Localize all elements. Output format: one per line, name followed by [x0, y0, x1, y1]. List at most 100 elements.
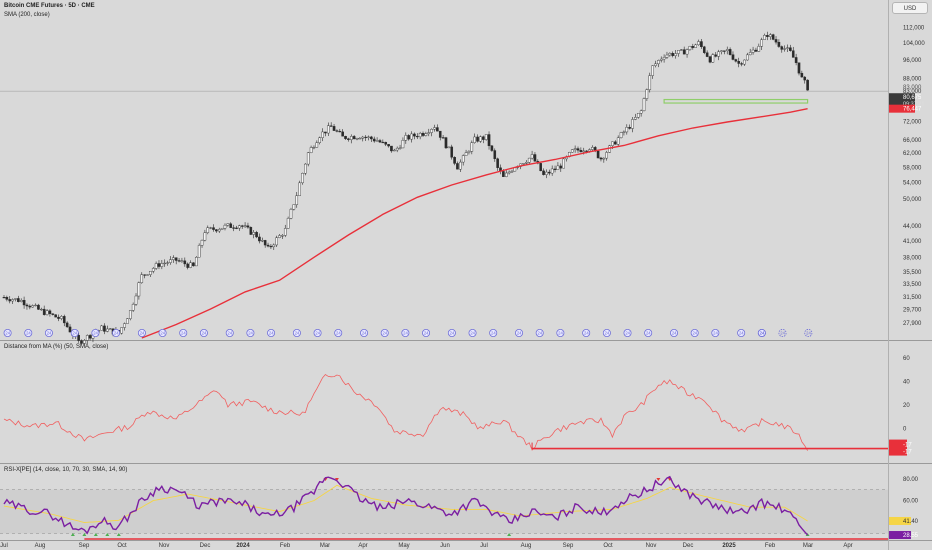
candle-body — [177, 260, 181, 262]
rsi-buy-marker — [82, 533, 87, 536]
support-zone — [663, 98, 809, 104]
price-tick-label: 33,500 — [903, 282, 922, 288]
candle-body — [791, 50, 795, 58]
event-icon — [670, 328, 679, 337]
candle-body — [588, 149, 591, 152]
candle-body — [794, 57, 798, 63]
candle-body — [306, 152, 310, 165]
time-tick-label: 2025 — [722, 543, 736, 549]
event-icon — [313, 328, 322, 337]
candle-body — [163, 262, 167, 265]
candle-body — [304, 163, 307, 174]
candle-body — [576, 148, 580, 151]
rsi-sell-marker — [334, 478, 339, 481]
candle-body — [88, 335, 92, 339]
price-tick-label: 29,700 — [903, 308, 922, 314]
candle-body — [11, 299, 14, 302]
candle-body — [183, 260, 187, 265]
candle-body — [312, 146, 316, 149]
event-icon — [246, 328, 255, 337]
candle-body — [25, 304, 29, 307]
candle-body — [751, 49, 755, 53]
candle-body — [410, 133, 413, 140]
candle-body — [616, 137, 620, 145]
candle-body — [628, 127, 631, 129]
candle-body — [146, 274, 149, 276]
candle-body — [746, 54, 749, 61]
price-tick-label: 35,500 — [903, 270, 922, 276]
event-icon — [778, 328, 787, 337]
candle-body — [370, 136, 373, 140]
candle-body — [200, 239, 204, 246]
candle-body — [562, 158, 565, 169]
candle-body — [220, 227, 224, 230]
candle-body — [189, 262, 192, 268]
event-icon-glyph: 24 — [47, 331, 52, 336]
currency-button[interactable]: USD — [892, 2, 928, 14]
candle-body — [433, 127, 436, 130]
candle-body — [315, 142, 319, 148]
candle-body — [461, 155, 465, 163]
event-icon-glyph: 24 — [93, 331, 98, 336]
candle-body — [622, 131, 626, 133]
event-icon-glyph: 24 — [692, 331, 697, 336]
candle-body — [31, 305, 35, 308]
candle-body — [335, 130, 339, 132]
event-icon — [360, 328, 369, 337]
candle-body — [631, 119, 634, 129]
event-icon-glyph: 24 — [537, 331, 542, 336]
candle-body — [525, 162, 528, 164]
candle-body — [390, 145, 393, 152]
time-tick-label: 2024 — [236, 543, 250, 549]
candle-body — [229, 223, 233, 228]
event-icon-glyph: 24 — [450, 331, 455, 336]
candle-body — [421, 133, 425, 136]
candle-body — [659, 58, 663, 61]
candle-body — [780, 46, 784, 50]
candle-body — [37, 304, 40, 310]
candle-body — [108, 328, 112, 330]
candle-body — [522, 163, 525, 165]
event-icon — [380, 328, 389, 337]
event-icon-glyph: 24 — [470, 331, 475, 336]
time-tick-label: Aug — [35, 543, 46, 549]
candle-body — [169, 259, 172, 263]
candle-body — [372, 138, 376, 142]
price-tick-label: 72,000 — [903, 119, 922, 125]
candle-body — [573, 148, 577, 150]
event-icon — [158, 328, 167, 337]
event-icon — [757, 328, 766, 337]
candle-body — [441, 137, 445, 139]
event-icon — [422, 328, 431, 337]
candle-body — [783, 48, 786, 50]
event-icon-glyph: 24 — [202, 331, 207, 336]
event-icon-glyph: 24 — [248, 331, 253, 336]
event-icon-glyph: 24 — [269, 331, 274, 336]
candle-body — [407, 135, 410, 140]
candle-body — [725, 49, 729, 52]
candle-body — [249, 227, 253, 235]
candle-body — [527, 157, 531, 163]
candle-body — [453, 157, 456, 164]
event-icon — [737, 328, 746, 337]
event-icon — [199, 328, 208, 337]
time-tick-label: Dec — [683, 543, 694, 549]
rsi-buy-marker — [70, 533, 75, 536]
event-icon-glyph: 24 — [713, 331, 718, 336]
candle-body — [40, 308, 43, 311]
candle-body — [292, 204, 296, 210]
candle-body — [611, 141, 614, 146]
candle-body — [329, 125, 333, 127]
event-icon-glyph: 24 — [5, 331, 10, 336]
candle-body — [436, 127, 439, 132]
candle-body — [398, 147, 402, 149]
candle-body — [100, 325, 103, 331]
rsi-buy-marker — [507, 533, 512, 536]
candle-body — [352, 136, 356, 140]
candle-body — [2, 296, 6, 299]
event-icon — [644, 328, 653, 337]
candle-body — [608, 145, 611, 153]
event-icon — [401, 328, 410, 337]
event-icon-glyph: 24 — [295, 331, 300, 336]
